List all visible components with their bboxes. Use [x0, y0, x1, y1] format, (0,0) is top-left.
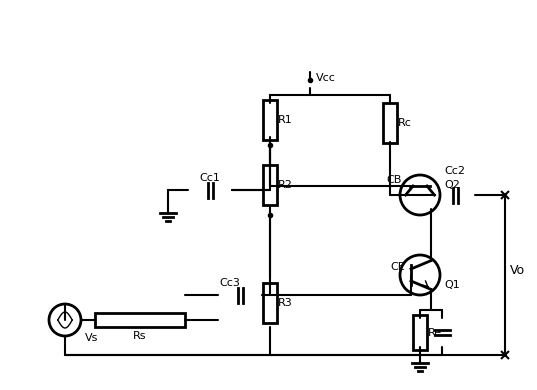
Text: Cc1: Cc1	[200, 173, 220, 183]
Text: Vcc: Vcc	[316, 73, 336, 83]
Text: Q2: Q2	[444, 180, 460, 190]
Text: CE: CE	[390, 262, 405, 272]
Bar	[263, 100, 277, 140]
Text: Vo: Vo	[510, 264, 525, 277]
Bar	[263, 165, 277, 205]
Text: Q1: Q1	[444, 280, 460, 290]
Text: CB: CB	[386, 175, 401, 185]
Text: R1: R1	[278, 115, 293, 125]
Text: Cc3: Cc3	[220, 278, 241, 288]
Bar	[95, 313, 185, 327]
Text: Rs: Rs	[133, 331, 147, 341]
Text: Re: Re	[428, 328, 442, 337]
Text: Rc: Rc	[398, 117, 412, 128]
Text: Cc2: Cc2	[445, 166, 466, 176]
Bar	[383, 103, 397, 142]
Bar	[413, 315, 427, 350]
Text: R3: R3	[278, 298, 293, 307]
Text: Vs: Vs	[85, 333, 98, 343]
Text: R2: R2	[278, 180, 293, 190]
Bar	[263, 282, 277, 323]
